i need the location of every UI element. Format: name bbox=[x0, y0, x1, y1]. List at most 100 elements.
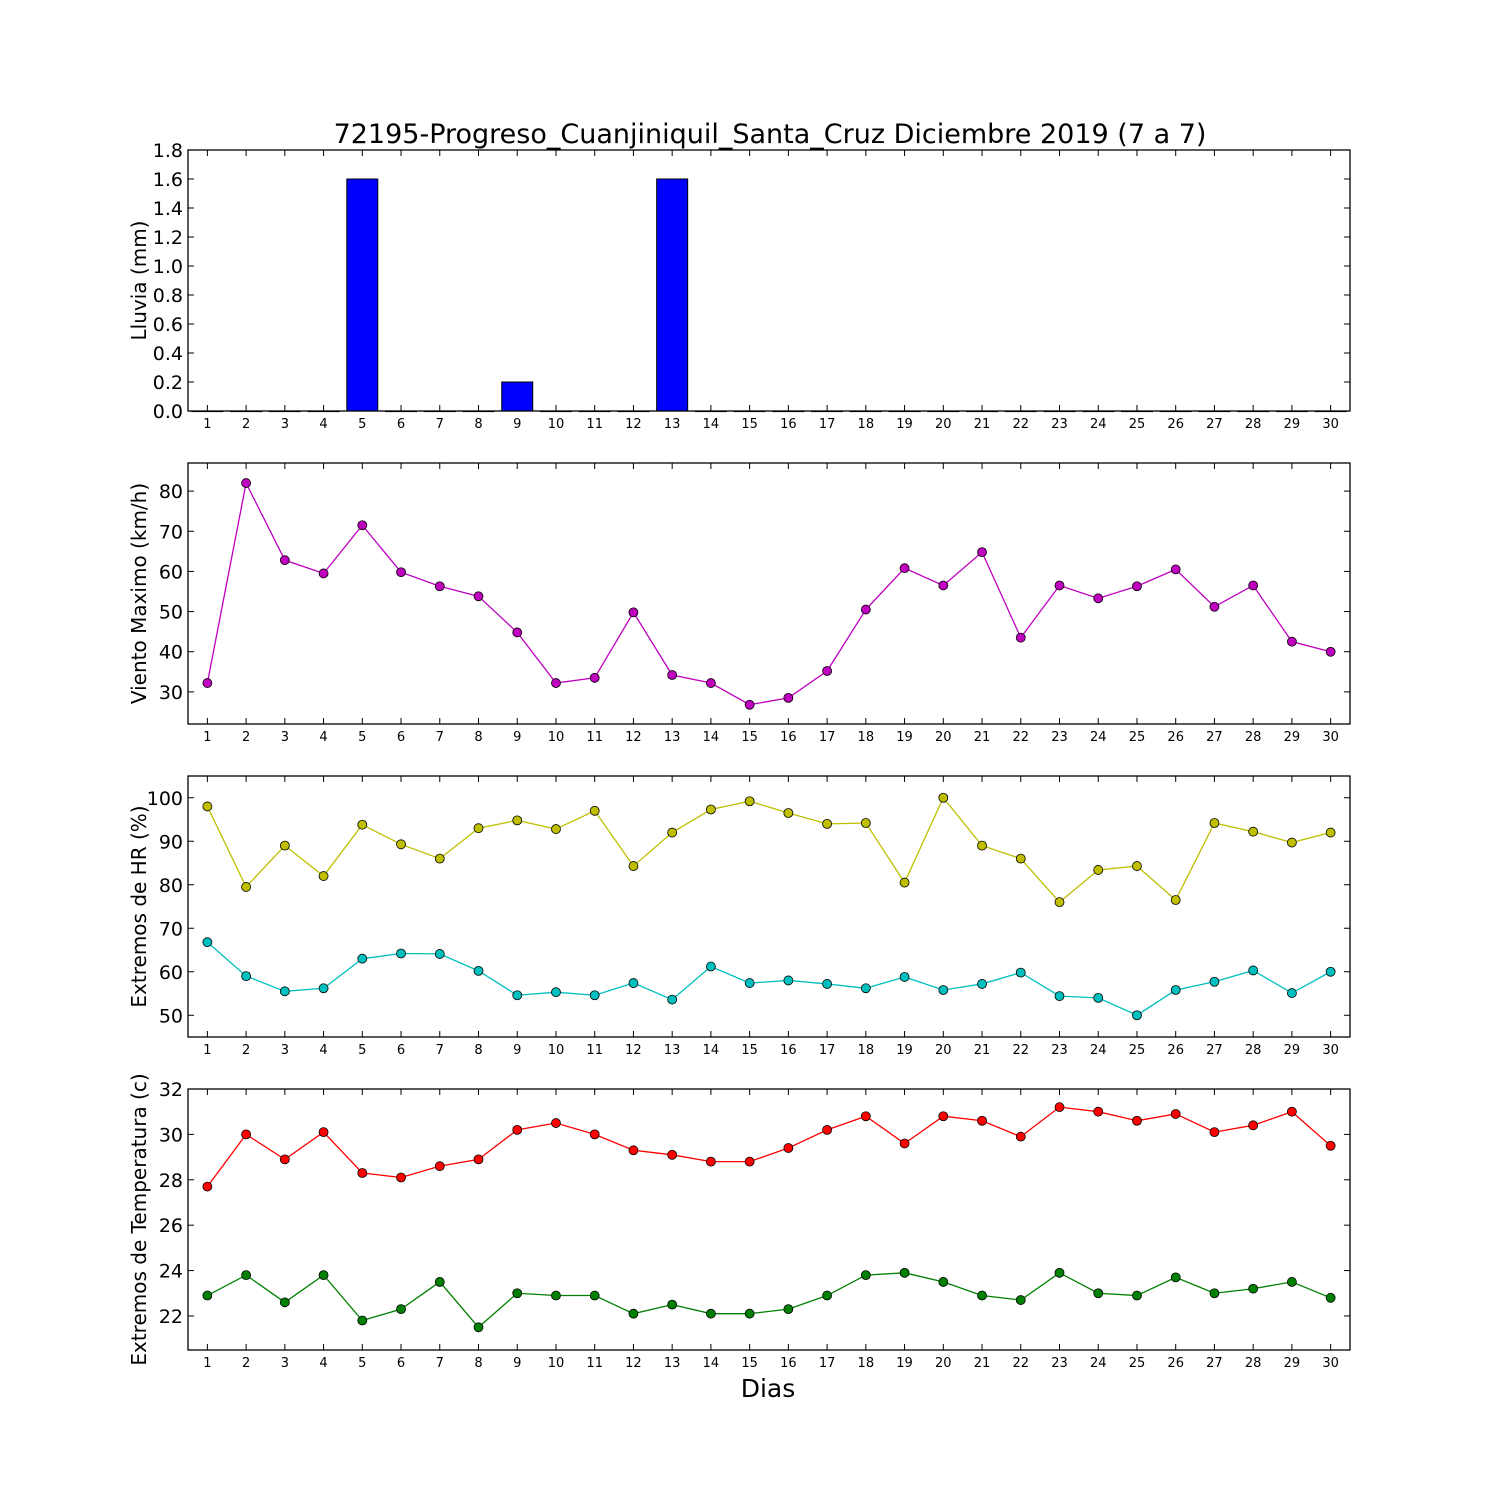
y-tick-label: 50 bbox=[159, 602, 183, 624]
data-point bbox=[744, 978, 755, 988]
x-tick-label: 24 bbox=[1090, 417, 1107, 432]
data-point bbox=[899, 1267, 910, 1278]
data-point bbox=[396, 948, 406, 959]
data-point bbox=[822, 818, 832, 829]
data-point bbox=[706, 804, 716, 815]
x-tick-label: 17 bbox=[819, 1043, 836, 1058]
data-point bbox=[899, 1138, 910, 1149]
x-tick-label: 10 bbox=[548, 1356, 565, 1371]
x-tick-label: 29 bbox=[1284, 1043, 1301, 1058]
chart-title: 72195-Progreso_Cuanjiniquil_Santa_Cruz D… bbox=[334, 119, 1207, 150]
data-point bbox=[628, 978, 639, 988]
y-tick-label: 26 bbox=[159, 1215, 183, 1237]
y-tick-label: 28 bbox=[159, 1170, 183, 1192]
data-point bbox=[473, 1154, 484, 1165]
y-tick-label: 30 bbox=[159, 682, 183, 704]
data-point bbox=[1054, 991, 1065, 1002]
y-tick-label: 1.2 bbox=[153, 227, 183, 249]
x-tick-label: 6 bbox=[397, 1043, 405, 1058]
y-axis-label: Extremos de HR (%) bbox=[127, 805, 151, 1007]
data-point bbox=[628, 1145, 639, 1156]
data-point bbox=[434, 1277, 445, 1287]
x-tick-label: 29 bbox=[1284, 417, 1301, 432]
data-point bbox=[241, 971, 252, 981]
data-point bbox=[667, 1299, 678, 1310]
data-point bbox=[473, 823, 484, 834]
data-point bbox=[241, 478, 252, 488]
data-point bbox=[589, 990, 600, 1001]
data-point bbox=[1170, 564, 1181, 575]
data-point bbox=[589, 1290, 600, 1301]
x-tick-label: 5 bbox=[358, 1356, 366, 1371]
y-tick-label: 100 bbox=[147, 788, 183, 810]
data-point bbox=[551, 1290, 561, 1301]
data-point bbox=[860, 818, 871, 828]
x-tick-label: 7 bbox=[436, 1356, 444, 1371]
data-point bbox=[1170, 1109, 1181, 1119]
x-tick-label: 27 bbox=[1206, 417, 1223, 432]
x-tick-label: 13 bbox=[664, 417, 681, 432]
data-point bbox=[357, 819, 368, 830]
panel-1: Lluvia (mm) 0.0 0.2 0.4 0.6 0.8 1.0 1.2 1.4 1.6 1.… bbox=[127, 140, 1351, 432]
x-tick-label: 3 bbox=[281, 417, 289, 432]
x-tick-label: 16 bbox=[780, 417, 797, 432]
x-tick-label: 21 bbox=[974, 730, 991, 745]
data-point bbox=[279, 1297, 290, 1308]
x-tick-label: 4 bbox=[319, 417, 327, 432]
x-tick-label: 23 bbox=[1051, 730, 1068, 745]
data-point bbox=[783, 808, 794, 818]
bar bbox=[346, 178, 379, 412]
data-point bbox=[1015, 632, 1026, 643]
data-point bbox=[860, 983, 871, 994]
data-point bbox=[202, 1181, 213, 1192]
x-tick-label: 14 bbox=[703, 1043, 720, 1058]
data-point bbox=[1248, 1283, 1259, 1294]
bar bbox=[656, 178, 689, 412]
x-tick-label: 29 bbox=[1284, 1356, 1301, 1371]
data-point bbox=[1248, 826, 1259, 837]
x-tick-label: 18 bbox=[858, 417, 875, 432]
x-tick-label: 24 bbox=[1090, 1043, 1107, 1058]
y-tick-label: 1.6 bbox=[153, 169, 183, 191]
data-point bbox=[1209, 1288, 1220, 1299]
x-tick-label: 11 bbox=[586, 417, 603, 432]
data-point bbox=[1093, 1106, 1104, 1117]
data-point bbox=[1015, 1131, 1026, 1142]
x-tick-label: 12 bbox=[625, 730, 642, 745]
x-tick-label: 16 bbox=[780, 1356, 797, 1371]
data-point bbox=[822, 1124, 832, 1135]
data-point bbox=[396, 1172, 406, 1183]
x-tick-label: 13 bbox=[664, 730, 681, 745]
x-tick-label: 1 bbox=[203, 1043, 211, 1058]
x-tick-label: 9 bbox=[513, 417, 521, 432]
data-point bbox=[628, 607, 639, 618]
data-point bbox=[628, 1308, 639, 1319]
data-point bbox=[1093, 1288, 1104, 1299]
data-point bbox=[241, 882, 252, 892]
data-point bbox=[860, 604, 871, 615]
x-tick-label: 27 bbox=[1206, 730, 1223, 745]
y-tick-label: 50 bbox=[159, 1005, 183, 1027]
x-tick-label: 24 bbox=[1090, 730, 1107, 745]
data-point bbox=[202, 801, 213, 812]
x-tick-label: 12 bbox=[625, 417, 642, 432]
data-point bbox=[1093, 593, 1104, 604]
x-tick-label: 22 bbox=[1012, 1356, 1029, 1371]
data-point bbox=[899, 563, 910, 574]
data-point bbox=[938, 792, 949, 803]
data-point bbox=[1170, 895, 1181, 905]
panels: Lluvia (mm) 0.0 0.2 0.4 0.6 0.8 1.0 1.2 1.4 1.6 1.… bbox=[127, 140, 1351, 1371]
x-tick-label: 11 bbox=[586, 730, 603, 745]
x-tick-label: 25 bbox=[1129, 730, 1146, 745]
data-point bbox=[434, 853, 445, 864]
data-point bbox=[318, 1270, 329, 1281]
data-point bbox=[938, 1277, 949, 1287]
y-tick-label: 70 bbox=[159, 521, 183, 543]
plot-frame bbox=[187, 1088, 1351, 1351]
x-tick-label: 23 bbox=[1051, 1043, 1068, 1058]
x-tick-label: 10 bbox=[548, 730, 565, 745]
y-tick-label: 1.0 bbox=[153, 256, 183, 278]
x-tick-label: 21 bbox=[974, 417, 991, 432]
